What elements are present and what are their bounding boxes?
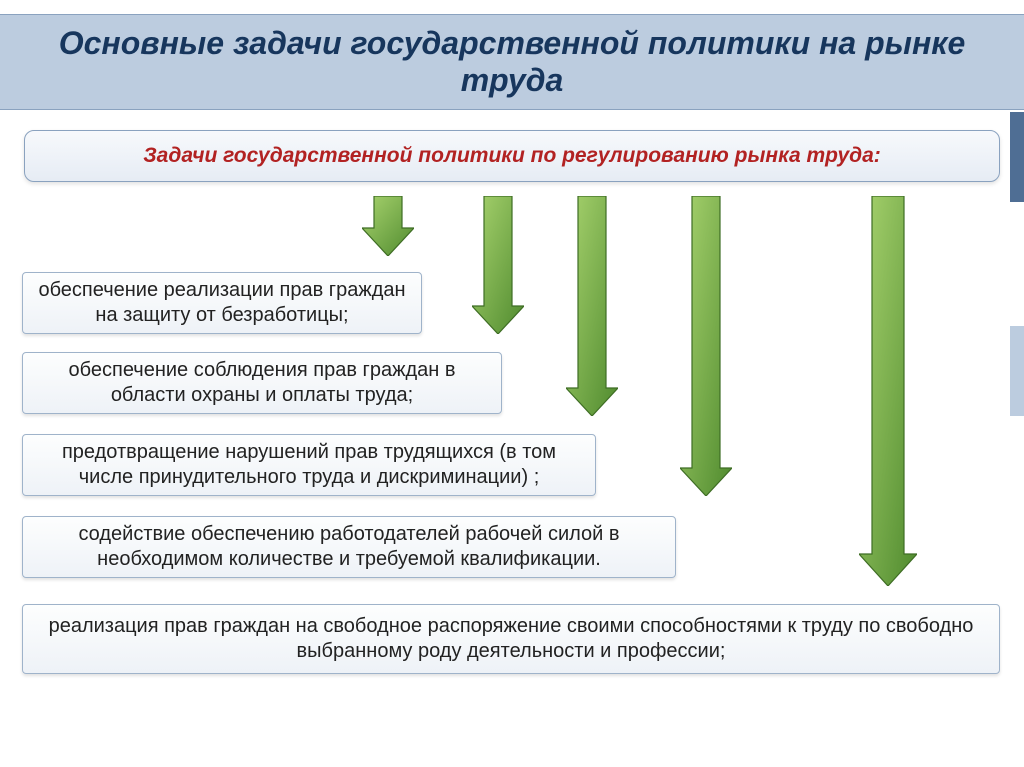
task-text-4: содействие обеспечению работодателей раб…	[37, 522, 661, 572]
slide: Основные задачи государственной политики…	[0, 0, 1024, 767]
task-box-1: обеспечение реализации прав граждан на з…	[22, 272, 422, 334]
task-box-2: обеспечение соблюдения прав граждан в об…	[22, 352, 502, 414]
task-box-3: предотвращение нарушений прав трудящихся…	[22, 434, 596, 496]
task-text-3: предотвращение нарушений прав трудящихся…	[37, 440, 581, 490]
task-box-5: реализация прав граждан на свободное рас…	[22, 604, 1000, 674]
arrow-down-4	[680, 196, 732, 496]
side-accent-light	[1010, 326, 1024, 416]
arrow-down-1	[362, 196, 414, 256]
task-text-1: обеспечение реализации прав граждан на з…	[37, 278, 407, 328]
arrow-down-2	[472, 196, 524, 334]
task-box-4: содействие обеспечению работодателей раб…	[22, 516, 676, 578]
task-text-5: реализация прав граждан на свободное рас…	[37, 614, 985, 664]
page-title: Основные задачи государственной политики…	[30, 25, 994, 99]
subtitle-text: Задачи государственной политики по регул…	[143, 144, 881, 168]
subtitle-box: Задачи государственной политики по регул…	[24, 130, 1000, 182]
side-accent-dark	[1010, 112, 1024, 202]
arrow-down-5	[859, 196, 917, 586]
arrow-down-3	[566, 196, 618, 416]
task-text-2: обеспечение соблюдения прав граждан в об…	[37, 358, 487, 408]
title-band: Основные задачи государственной политики…	[0, 14, 1024, 110]
